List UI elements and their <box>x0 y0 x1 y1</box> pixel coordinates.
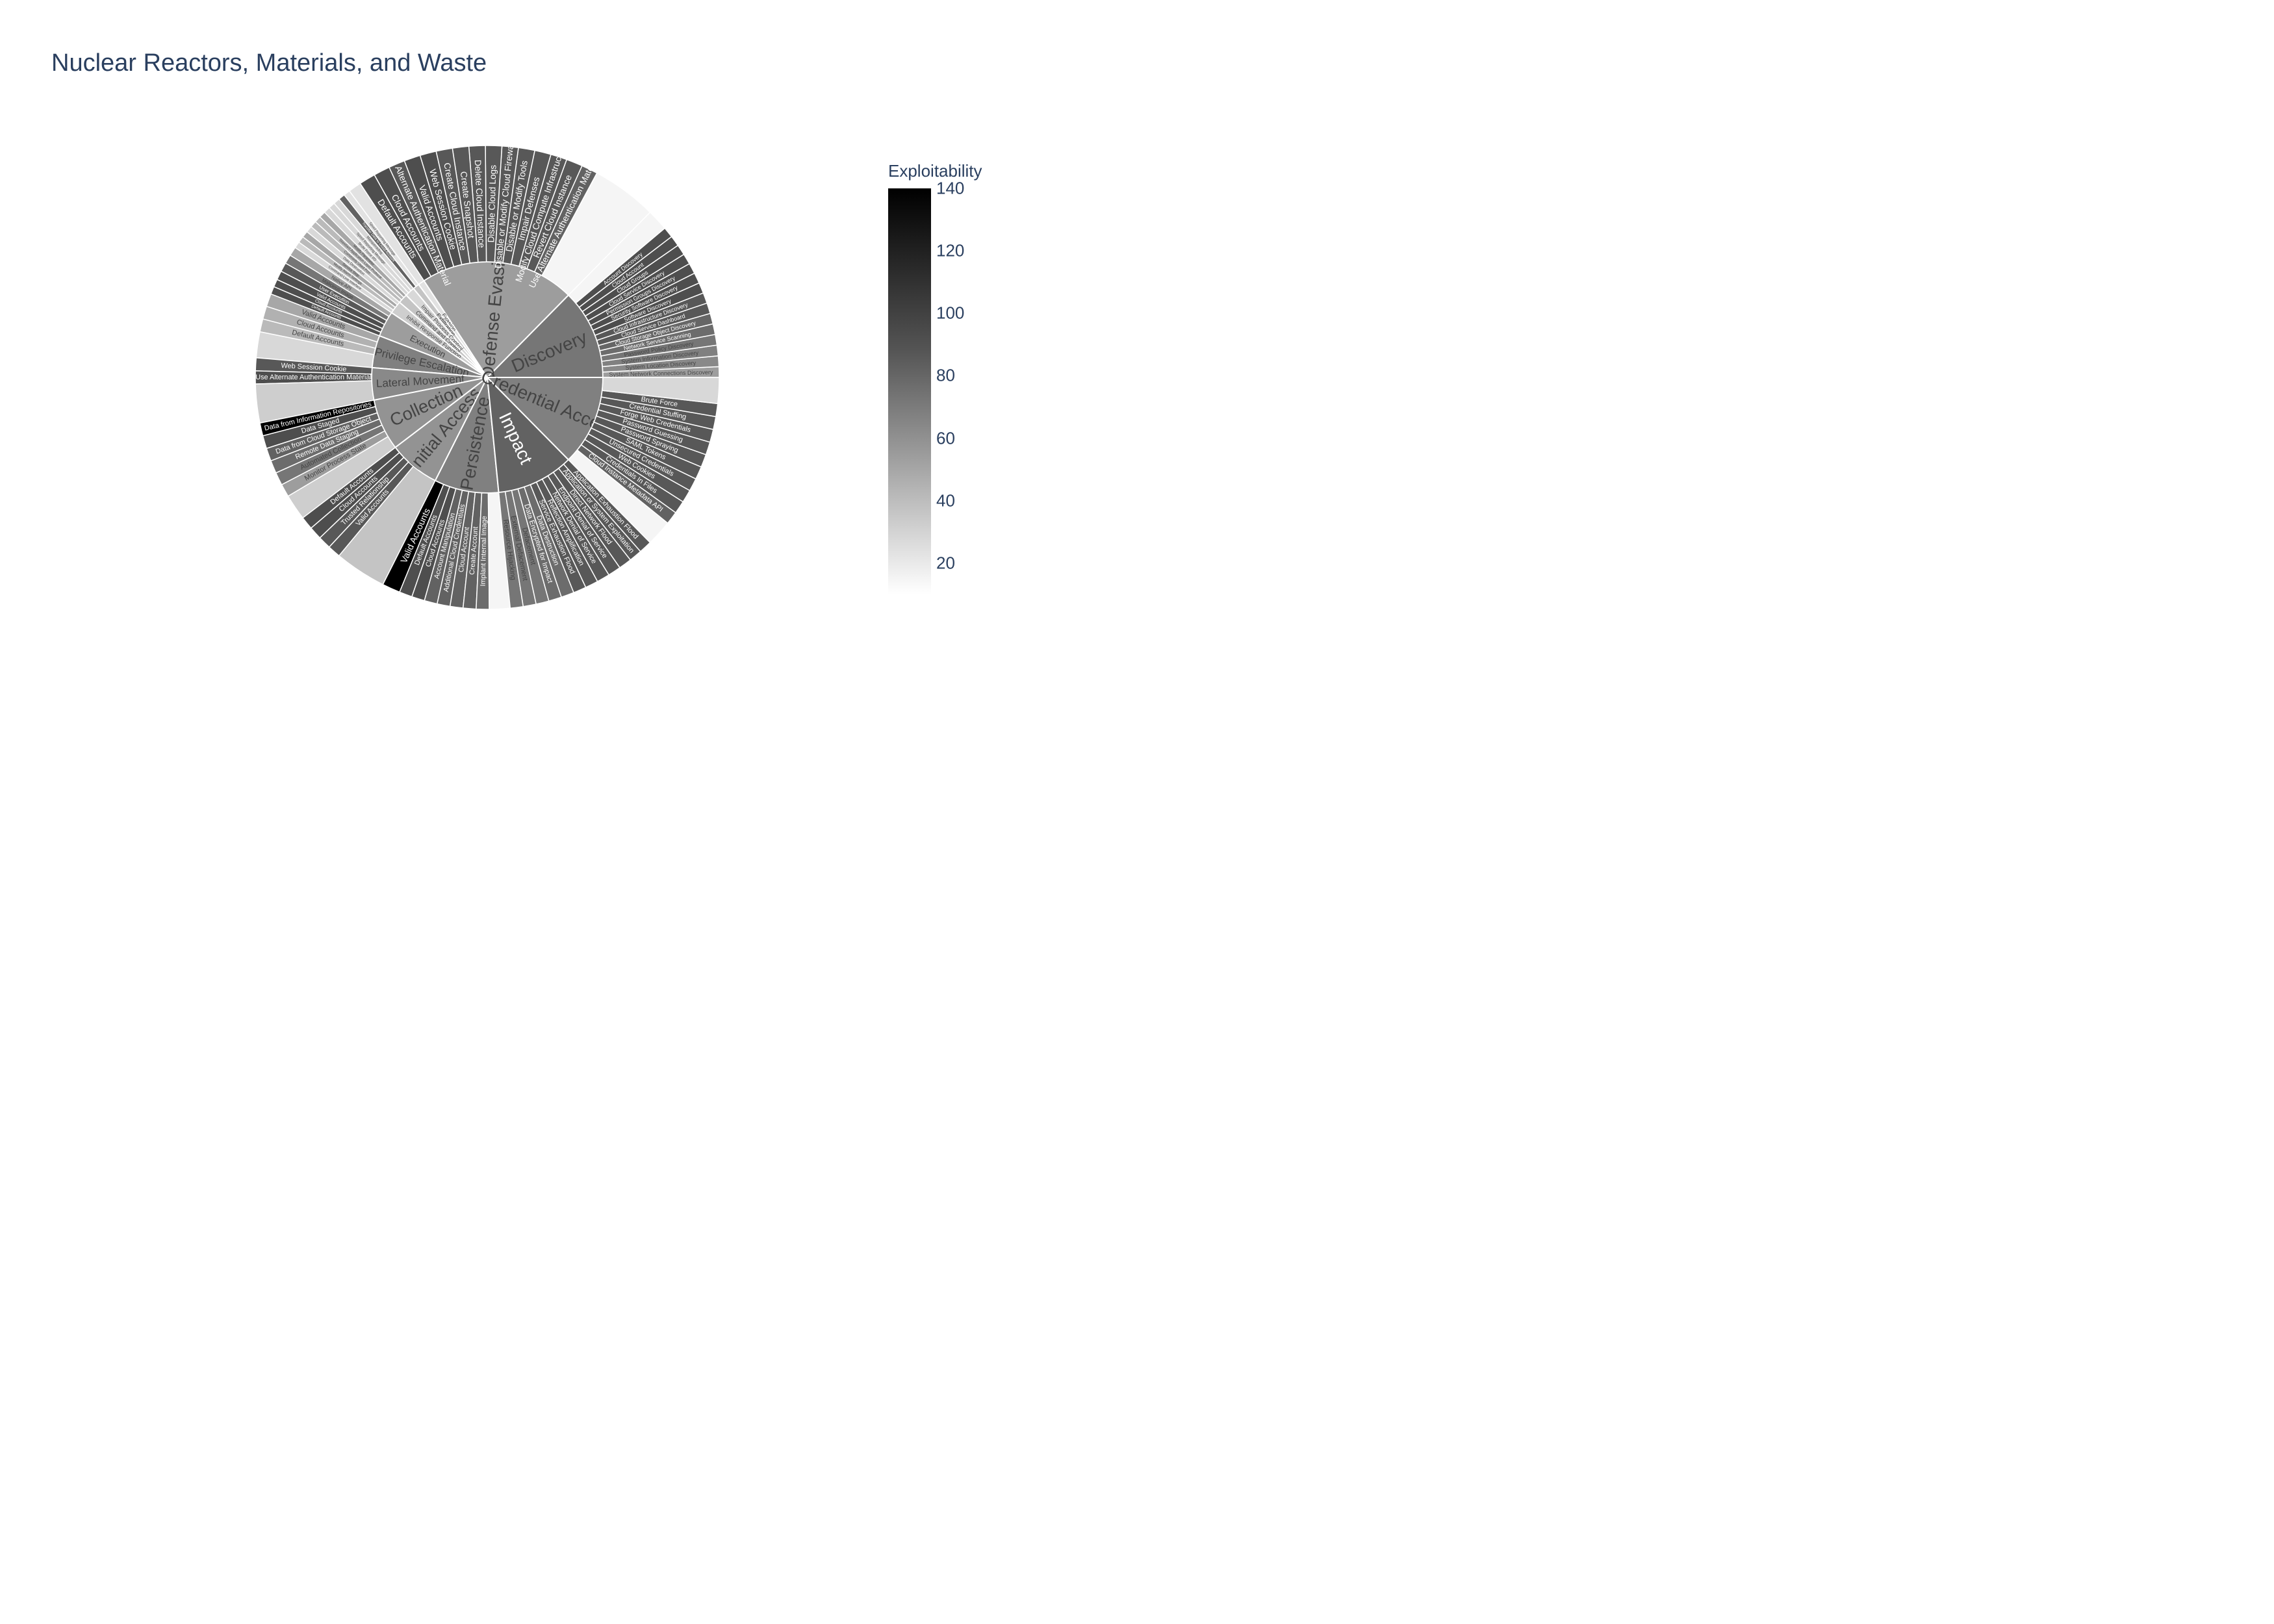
sector-label-lateral-movement-web-session-cookie: Web Session Cookie <box>281 362 346 374</box>
sector-persistence-default-accounts[interactable] <box>399 483 451 598</box>
sector-defense-evasion-create-snapshot[interactable] <box>452 146 479 264</box>
sector-initial-access-trusted-relationship[interactable] <box>319 457 409 548</box>
sector-label-persistence-implant-internal-image: Implant Internal Image <box>479 516 489 587</box>
sector-impact-application-or-system-exploitation[interactable] <box>557 463 641 561</box>
sector-defense-evasion-impair-defenses[interactable] <box>510 149 552 267</box>
sunburst-root: Discovery System Network Connections Disc… <box>255 140 720 610</box>
sector-lateral-movement-web-session-cookie[interactable] <box>255 357 373 375</box>
sunburst-chart[interactable]: Discovery System Network Connections Disc… <box>0 0 1019 728</box>
sector-impact-external-defacement[interactable] <box>504 490 537 607</box>
sector-collection-data-staged[interactable] <box>262 405 378 450</box>
sector-persistence-account-manipulation[interactable] <box>424 488 463 605</box>
sector-impact-data-encrypted-for-impact[interactable] <box>517 486 563 602</box>
sector-impact-network-denial-of-service[interactable] <box>541 475 610 583</box>
sector-persistence-valid-accounts[interactable] <box>382 479 444 593</box>
sector-credential-access-forge-web-credentials[interactable] <box>597 403 714 443</box>
sector-impact-defacement[interactable] <box>511 488 550 605</box>
sector-credential-access-credentials-in-files[interactable] <box>580 438 684 514</box>
sector-impact-reflection-amplification[interactable] <box>535 478 598 589</box>
sector-credential-access-password-spraying[interactable] <box>593 415 707 468</box>
colorbar-tick-120: 120 <box>936 240 965 260</box>
sector-defense-evasion-minor-0[interactable] <box>541 172 651 296</box>
sector-defense-evasion-use-alternate-authentication-material[interactable] <box>388 160 447 273</box>
sector-credential-access-saml-tokens[interactable] <box>591 421 702 480</box>
sector-credential-access-credential-stuffing[interactable] <box>599 396 717 431</box>
sector-defense-evasion-disable-or-modify-tools[interactable] <box>502 147 536 265</box>
sector-label-lateral-movement-use-alternate-authentication-material: Use Alternate Authentication Material <box>255 374 372 381</box>
sector-credential-access-minor-11[interactable] <box>602 377 720 405</box>
sector-persistence-cloud-account[interactable] <box>449 490 476 609</box>
sector-label-discovery-system-network-connections-discovery: System Network Connections Discovery <box>609 369 713 378</box>
sector-defense-evasion-valid-accounts[interactable] <box>403 155 455 270</box>
sector-credential-access-unsecured-credentials[interactable] <box>587 427 697 492</box>
sector-defense-evasion-web-session-cookie[interactable] <box>419 150 463 268</box>
sector-credential-access-minor-0[interactable] <box>567 449 669 544</box>
colorbar-tick-140: 140 <box>936 178 965 198</box>
sector-initial-access-minor-4[interactable] <box>338 465 436 585</box>
sector-privilege-escalation-default-accounts[interactable] <box>259 318 376 355</box>
sector-credential-access-web-cookies[interactable] <box>584 433 691 503</box>
sector-label-defense-evasion-delete-cloud-instance: Delete Cloud Instance <box>473 160 487 249</box>
sector-impact-service-exhaustion-flood[interactable] <box>530 481 587 594</box>
sector-defense-evasion-cloud-accounts[interactable] <box>374 166 439 277</box>
sector-collection-data-from-cloud-storage-object[interactable] <box>266 412 380 462</box>
sector-persistence-minor-8[interactable] <box>487 492 511 610</box>
sector-collection-minor-6[interactable] <box>287 436 396 519</box>
sector-defense-evasion-revert-cloud-instance[interactable] <box>526 159 583 273</box>
colorbar <box>888 188 931 594</box>
colorbar-tick-20: 20 <box>936 553 955 573</box>
sector-defense-evasion-create-cloud-instance[interactable] <box>435 147 471 266</box>
sector-collection-data-from-information-repositories[interactable] <box>259 400 376 437</box>
colorbar-title: Exploitability <box>888 161 982 181</box>
sector-initial-access-default-accounts[interactable] <box>301 446 400 529</box>
sector-initial-access-valid-accounts[interactable] <box>328 461 415 557</box>
sector-defense-evasion-disable-cloud-logs[interactable] <box>485 145 503 263</box>
sector-privilege-escalation-valid-accounts[interactable] <box>266 293 380 343</box>
sector-label-defense-evasion-disable-cloud-logs: Disable Cloud Logs <box>486 164 498 242</box>
sector-initial-access-cloud-accounts[interactable] <box>310 451 405 539</box>
sector-impact-direct-network-flood[interactable] <box>552 468 632 568</box>
sector-defense-evasion-delete-cloud-instance[interactable] <box>468 145 487 263</box>
sector-collection-monitor-process-state[interactable] <box>281 430 389 497</box>
sector-collection-automated-collection[interactable] <box>275 424 386 486</box>
sector-persistence-implant-internal-image[interactable] <box>476 492 490 610</box>
sector-discovery-minor-15[interactable] <box>567 211 666 304</box>
colorbar-tick-40: 40 <box>936 490 955 511</box>
sector-lateral-movement-use-alternate-authentication-material[interactable] <box>255 370 372 385</box>
sector-lateral-movement-minor-2[interactable] <box>255 380 375 424</box>
sector-privilege-escalation-minor-3[interactable] <box>255 331 375 368</box>
sector-impact-resource-hijacking[interactable] <box>498 490 524 609</box>
colorbar-tick-60: 60 <box>936 428 955 448</box>
sector-defense-evasion-use-alternate-authentication-material[interactable] <box>533 165 598 277</box>
sector-defense-evasion-default-accounts[interactable] <box>359 174 432 282</box>
sector-persistence-additional-cloud-credentials[interactable] <box>436 489 470 607</box>
sector-persistence-cloud-accounts[interactable] <box>411 486 457 602</box>
colorbar-tick-100: 100 <box>936 303 965 323</box>
sector-label-persistence-create-account: Create Account <box>468 526 480 575</box>
sector-credential-access-brute-force[interactable] <box>600 390 719 418</box>
sector-collection-remote-data-staging[interactable] <box>270 418 383 474</box>
sector-privilege-escalation-cloud-accounts[interactable] <box>262 305 378 349</box>
chart-title: Nuclear Reactors, Materials, and Waste <box>51 49 487 77</box>
sector-impact-data-destruction[interactable] <box>523 484 575 598</box>
sector-credential-access-cloud-instance-metadata-api[interactable] <box>576 444 677 524</box>
sector-defense-evasion-modify-cloud-compute-infrastructure[interactable] <box>518 153 568 270</box>
sector-credential-access-password-guessing[interactable] <box>595 409 711 455</box>
colorbar-tick-80: 80 <box>936 365 955 385</box>
sector-impact-endpoint-denial-of-service[interactable] <box>547 472 621 576</box>
